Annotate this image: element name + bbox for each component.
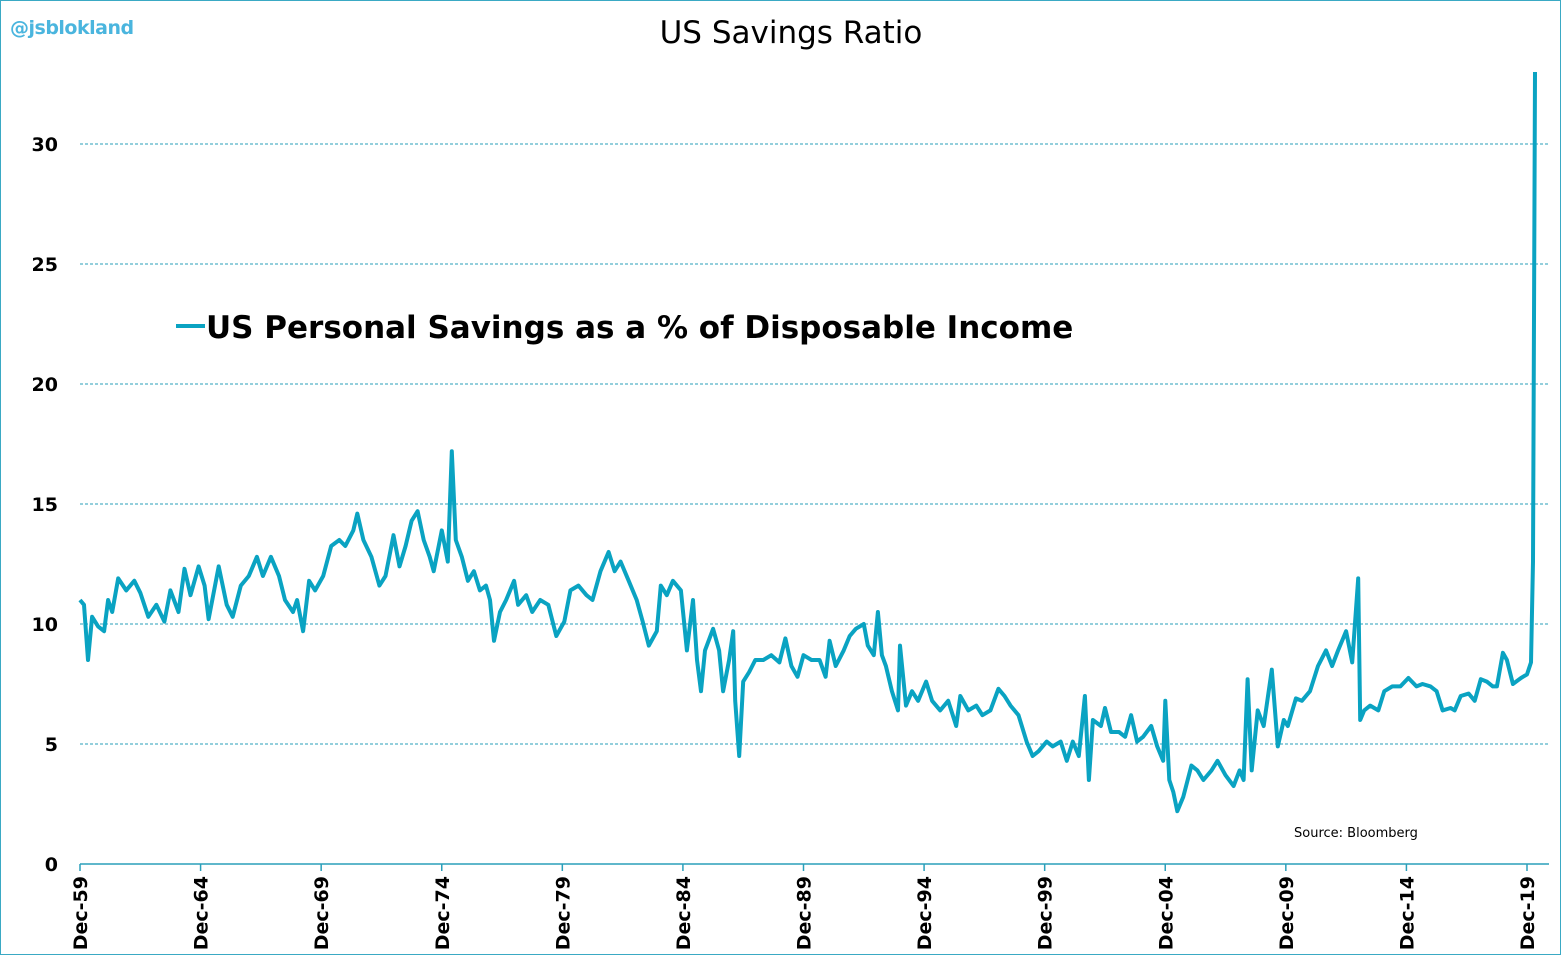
- y-tick-label: 5: [45, 734, 58, 756]
- x-tick-label: Dec-79: [552, 876, 574, 950]
- y-tick-label: 10: [32, 614, 58, 636]
- chart-title: US Savings Ratio: [659, 15, 923, 51]
- y-tick-label: 20: [32, 374, 58, 396]
- y-tick-label: 25: [32, 254, 58, 276]
- legend-label: US Personal Savings as a % of Disposable…: [206, 310, 1073, 346]
- x-tick-label: Dec-99: [1035, 876, 1057, 950]
- x-tick-label: Dec-14: [1396, 876, 1418, 950]
- x-tick-label: Dec-64: [191, 876, 213, 950]
- watermark-logo: @jsblokland: [10, 17, 134, 39]
- x-tick-label: Dec-69: [311, 876, 333, 950]
- y-tick-label: 30: [32, 134, 58, 156]
- x-tick-label: Dec-19: [1517, 876, 1539, 950]
- x-tick-label: Dec-84: [673, 876, 695, 950]
- x-tick-label: Dec-09: [1276, 876, 1298, 950]
- series-line: [78, 71, 1537, 814]
- legend: US Personal Savings as a % of Disposable…: [176, 310, 1073, 346]
- x-tick-label: Dec-89: [794, 876, 816, 950]
- x-tick-label: Dec-59: [70, 876, 92, 950]
- y-tick-label: 15: [32, 494, 58, 516]
- x-tick-label: Dec-94: [914, 876, 936, 950]
- y-tick-label: 0: [45, 854, 58, 876]
- x-tick-label: Dec-74: [432, 876, 454, 950]
- source-note: Source: Bloomberg: [1294, 826, 1418, 841]
- x-tick-label: Dec-04: [1155, 876, 1177, 950]
